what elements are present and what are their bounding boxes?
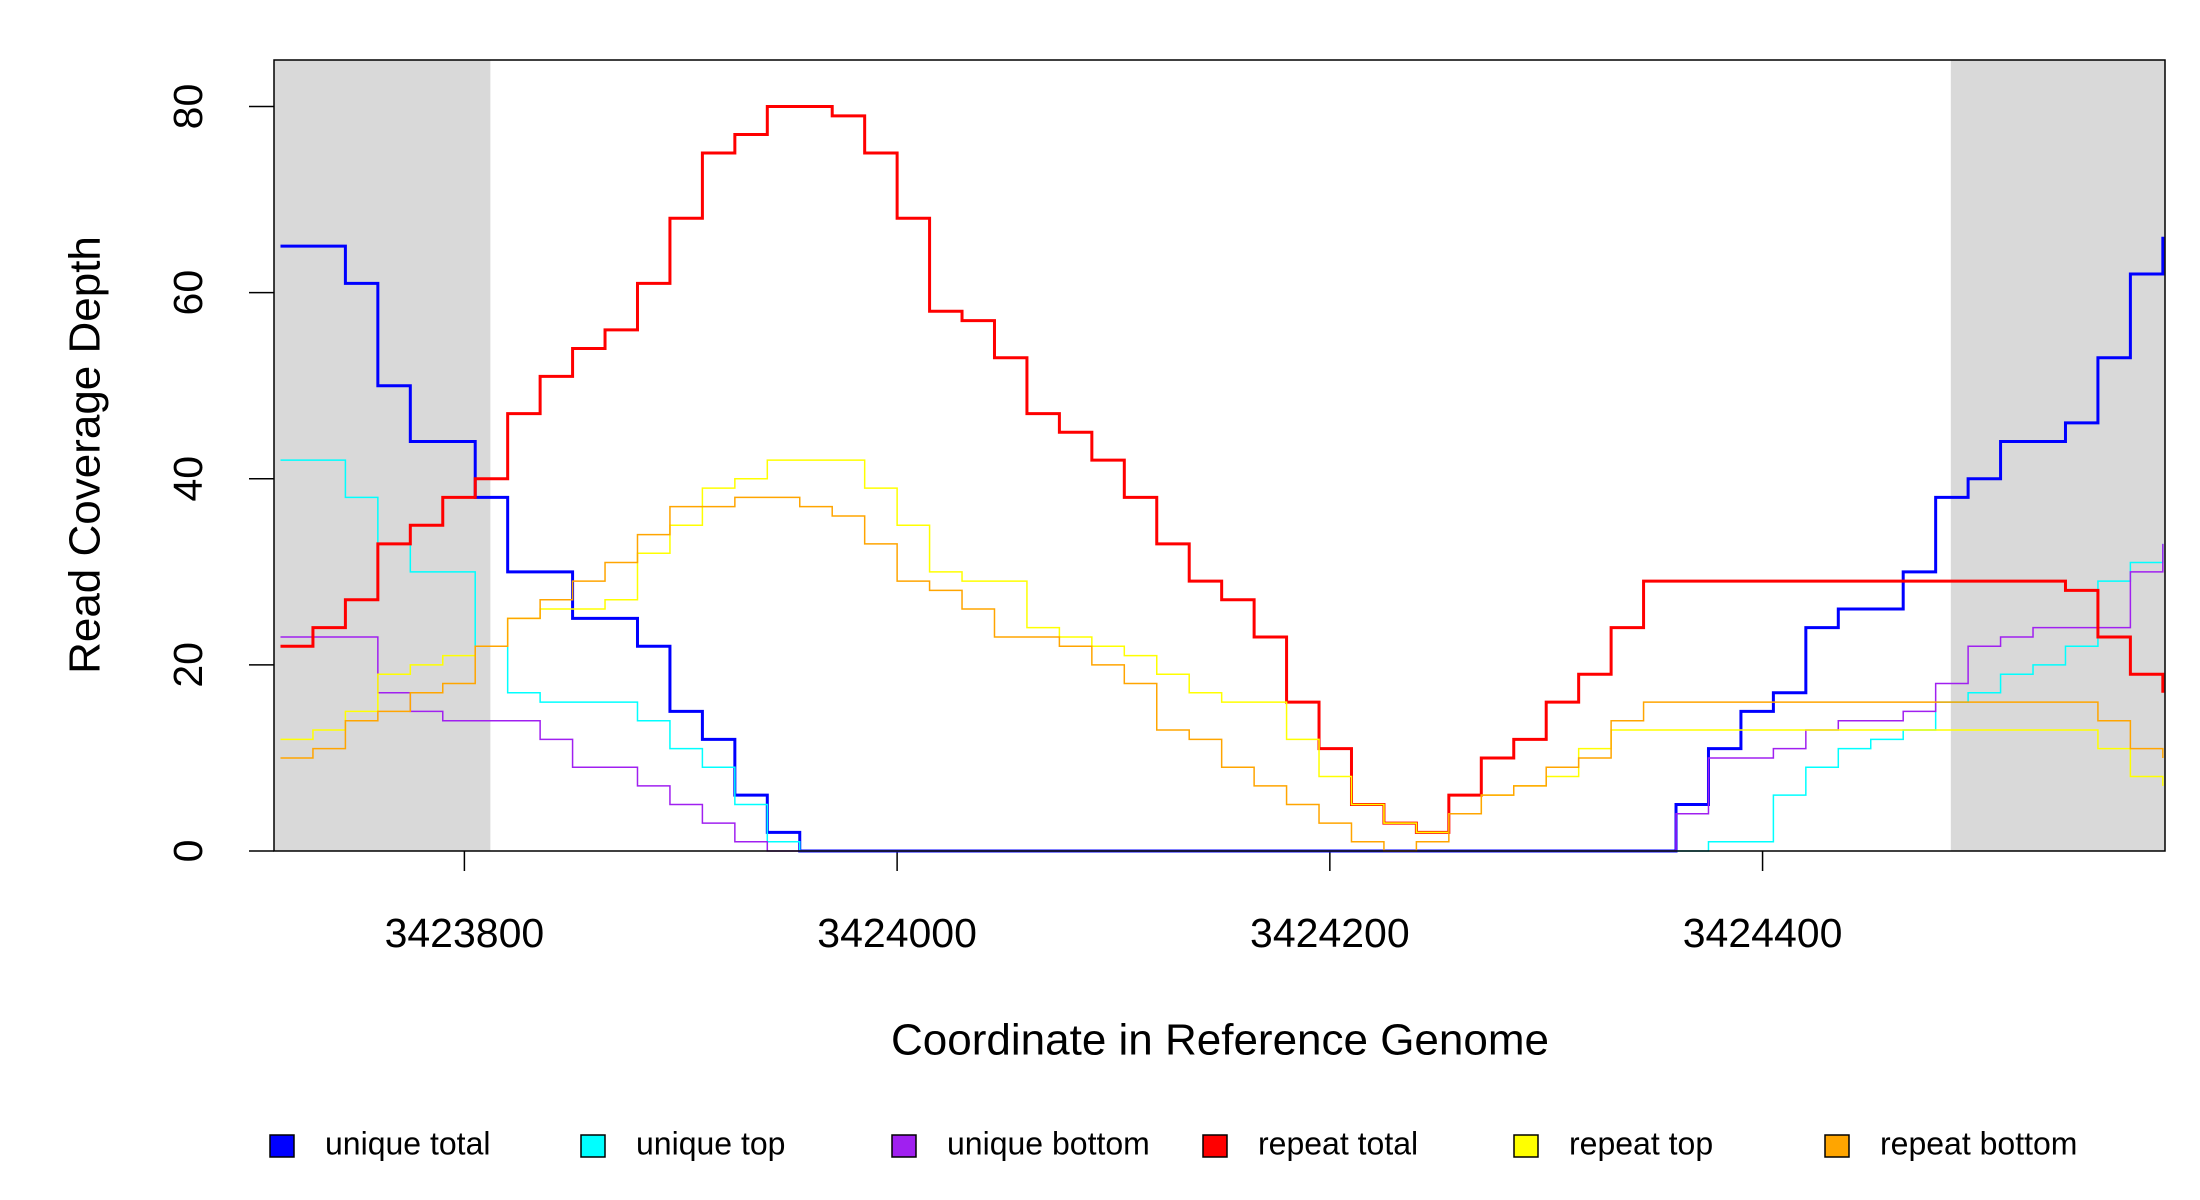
series-line <box>280 105 2165 834</box>
y-tick-label: 80 <box>165 84 211 130</box>
legend-label: unique total <box>325 1125 490 1161</box>
y-tick-label: 60 <box>165 270 211 316</box>
x-axis-label: Coordinate in Reference Genome <box>891 1016 1549 1065</box>
series-line <box>280 459 2164 852</box>
series-line <box>280 459 2164 834</box>
legend-swatch <box>1824 1134 1850 1158</box>
y-tick-label: 40 <box>165 456 211 502</box>
legend-swatch <box>1202 1134 1228 1158</box>
legend-swatch <box>891 1134 917 1158</box>
shaded-region <box>1950 60 2165 851</box>
x-tick-label: 3424000 <box>817 910 977 956</box>
legend-swatch <box>580 1134 606 1158</box>
x-tick-label: 3424200 <box>1250 910 1410 956</box>
series-line <box>280 496 2164 852</box>
plot-frame <box>273 59 2166 852</box>
legend-label: unique bottom <box>947 1125 1150 1161</box>
x-tick-label: 3423800 <box>385 910 545 956</box>
legend-label: repeat total <box>1258 1125 1418 1161</box>
legend-label: unique top <box>636 1125 785 1161</box>
y-axis-label: Read Coverage Depth <box>61 236 110 674</box>
legend-label: repeat top <box>1569 1125 1713 1161</box>
y-tick-label: 20 <box>165 642 211 688</box>
legend-swatch <box>1513 1134 1539 1158</box>
x-tick-label: 3424400 <box>1683 910 1843 956</box>
legend-swatch <box>269 1134 295 1158</box>
shaded-region <box>274 60 491 851</box>
legend-label: repeat bottom <box>1880 1125 2077 1161</box>
y-tick-label: 0 <box>165 840 211 863</box>
